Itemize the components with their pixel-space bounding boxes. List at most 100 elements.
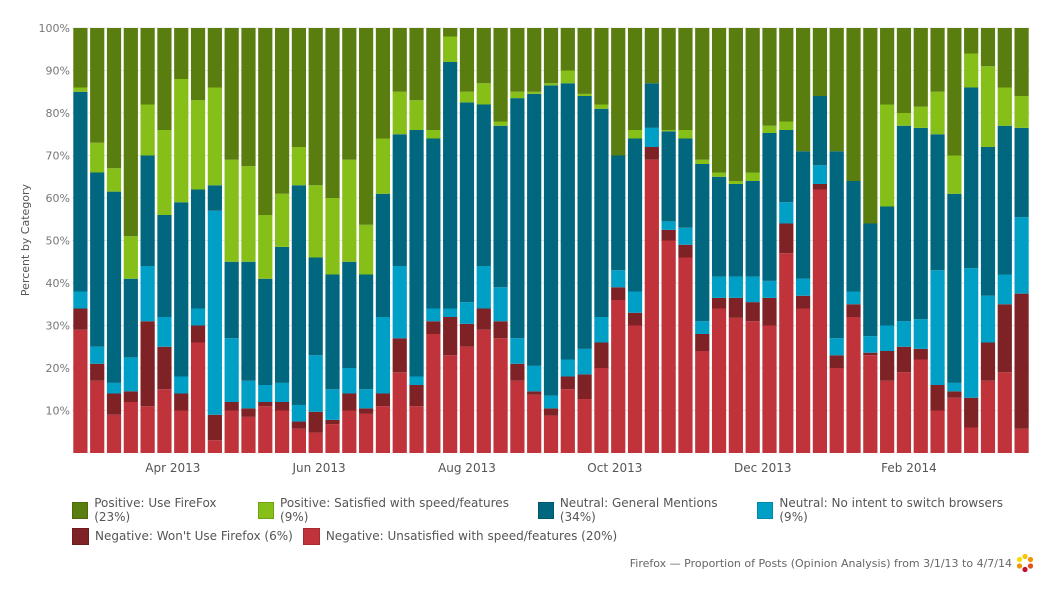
bar-segment[interactable] <box>896 321 912 347</box>
bar-segment[interactable] <box>1014 293 1029 429</box>
bar-segment[interactable] <box>728 181 743 184</box>
bar-segment[interactable] <box>140 155 155 267</box>
bar-segment[interactable] <box>476 329 491 453</box>
bar-segment[interactable] <box>392 134 407 266</box>
bar-stack[interactable] <box>241 28 256 453</box>
bar-segment[interactable] <box>880 28 895 105</box>
bar-segment[interactable] <box>241 28 256 167</box>
bar-segment[interactable] <box>543 28 559 84</box>
bar-segment[interactable] <box>493 28 508 122</box>
bar-segment[interactable] <box>359 389 374 409</box>
bar-segment[interactable] <box>359 413 374 453</box>
bar-segment[interactable] <box>846 181 861 292</box>
bar-segment[interactable] <box>560 389 575 453</box>
bar-stack[interactable] <box>577 28 592 453</box>
bar-segment[interactable] <box>224 402 239 411</box>
bar-segment[interactable] <box>980 28 996 67</box>
bar-segment[interactable] <box>308 28 323 186</box>
bar-segment[interactable] <box>207 28 222 88</box>
bar-segment[interactable] <box>1014 428 1029 453</box>
bar-segment[interactable] <box>140 266 155 322</box>
bar-segment[interactable] <box>896 113 912 126</box>
bar-segment[interactable] <box>913 348 928 360</box>
bar-segment[interactable] <box>947 155 962 194</box>
bar-segment[interactable] <box>375 406 391 453</box>
bar-segment[interactable] <box>947 391 962 398</box>
bar-segment[interactable] <box>258 385 273 402</box>
bar-stack[interactable] <box>476 28 491 453</box>
bar-segment[interactable] <box>510 380 525 453</box>
bar-segment[interactable] <box>711 308 727 454</box>
bar-segment[interactable] <box>930 385 945 411</box>
bar-stack[interactable] <box>846 28 861 453</box>
bar-segment[interactable] <box>796 151 811 279</box>
legend-item-positive-satisfied[interactable]: Positive: Satisfied with speed/features … <box>257 496 528 524</box>
bar-segment[interactable] <box>527 93 542 366</box>
bar-segment[interactable] <box>375 317 391 394</box>
bar-segment[interactable] <box>880 380 895 453</box>
bar-segment[interactable] <box>106 393 122 415</box>
bar-segment[interactable] <box>812 165 828 184</box>
bar-segment[interactable] <box>695 351 710 453</box>
bar-segment[interactable] <box>443 355 458 453</box>
bar-stack[interactable] <box>543 28 559 453</box>
bar-segment[interactable] <box>627 28 643 130</box>
bar-segment[interactable] <box>543 85 559 396</box>
bar-segment[interactable] <box>627 291 643 313</box>
bar-segment[interactable] <box>123 391 138 402</box>
bar-segment[interactable] <box>762 125 777 133</box>
bar-stack[interactable] <box>594 28 609 453</box>
bar-segment[interactable] <box>375 28 391 139</box>
legend-item-neutral-general[interactable]: Neutral: General Mentions (34%) <box>537 496 748 524</box>
bar-segment[interactable] <box>241 416 256 453</box>
bar-segment[interactable] <box>459 302 475 324</box>
bar-segment[interactable] <box>964 397 979 428</box>
bar-segment[interactable] <box>611 300 626 453</box>
bar-segment[interactable] <box>594 104 609 109</box>
bar-segment[interactable] <box>443 62 458 309</box>
bar-segment[interactable] <box>678 28 693 130</box>
bar-segment[interactable] <box>846 291 861 305</box>
bar-segment[interactable] <box>359 274 374 390</box>
bar-segment[interactable] <box>527 391 542 395</box>
bar-stack[interactable] <box>224 28 239 453</box>
bar-segment[interactable] <box>443 28 458 37</box>
bar-segment[interactable] <box>459 28 475 92</box>
bar-segment[interactable] <box>392 372 407 453</box>
bar-stack[interactable] <box>308 28 323 453</box>
bar-segment[interactable] <box>930 270 945 385</box>
bar-segment[interactable] <box>207 440 222 453</box>
bar-stack[interactable] <box>611 28 626 453</box>
bar-segment[interactable] <box>644 83 659 128</box>
bar-stack[interactable] <box>930 28 945 453</box>
bar-segment[interactable] <box>678 227 693 245</box>
bar-stack[interactable] <box>913 28 928 453</box>
bar-segment[interactable] <box>661 229 676 241</box>
bar-segment[interactable] <box>560 28 575 71</box>
bar-segment[interactable] <box>476 308 491 330</box>
bar-segment[interactable] <box>207 185 222 211</box>
bar-segment[interactable] <box>880 104 895 207</box>
bar-segment[interactable] <box>745 28 760 173</box>
bar-segment[interactable] <box>140 321 155 407</box>
bar-stack[interactable] <box>661 28 676 453</box>
bar-segment[interactable] <box>157 346 172 390</box>
bar-segment[interactable] <box>1014 217 1029 294</box>
bar-segment[interactable] <box>964 53 979 88</box>
bar-segment[interactable] <box>661 130 676 132</box>
bar-segment[interactable] <box>73 308 88 330</box>
bar-stack[interactable] <box>426 28 441 453</box>
bar-segment[interactable] <box>560 376 575 390</box>
bar-segment[interactable] <box>930 134 945 271</box>
bar-stack[interactable] <box>527 28 542 453</box>
bar-segment[interactable] <box>308 411 323 433</box>
bar-segment[interactable] <box>678 244 693 258</box>
bar-segment[interactable] <box>930 28 945 92</box>
bar-segment[interactable] <box>678 130 693 139</box>
bar-segment[interactable] <box>291 428 306 453</box>
bar-segment[interactable] <box>896 28 912 113</box>
bar-segment[interactable] <box>476 28 491 84</box>
bar-segment[interactable] <box>829 355 844 368</box>
bar-segment[interactable] <box>157 317 172 347</box>
bar-segment[interactable] <box>274 410 290 454</box>
